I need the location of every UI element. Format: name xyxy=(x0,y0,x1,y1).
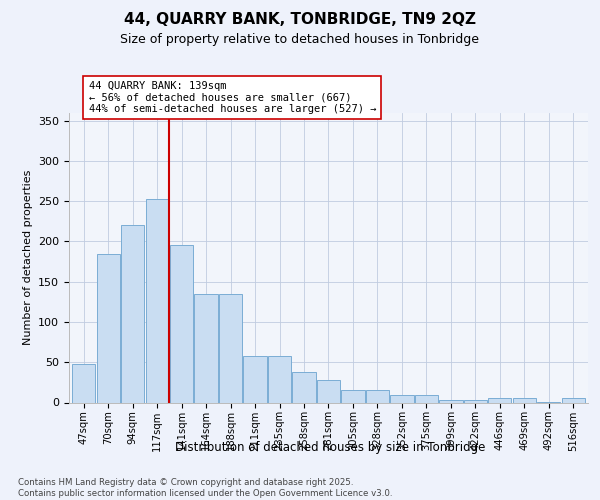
Bar xyxy=(415,395,438,402)
Bar xyxy=(513,398,536,402)
Text: Contains HM Land Registry data © Crown copyright and database right 2025.
Contai: Contains HM Land Registry data © Crown c… xyxy=(18,478,392,498)
Text: 44 QUARRY BANK: 139sqm
← 56% of detached houses are smaller (667)
44% of semi-de: 44 QUARRY BANK: 139sqm ← 56% of detached… xyxy=(89,81,376,114)
Bar xyxy=(121,226,144,402)
Y-axis label: Number of detached properties: Number of detached properties xyxy=(23,170,32,345)
Bar xyxy=(244,356,266,403)
Bar xyxy=(72,364,95,403)
Bar xyxy=(146,198,169,402)
Bar xyxy=(219,294,242,403)
Bar xyxy=(268,356,291,403)
Bar xyxy=(194,294,218,403)
Bar xyxy=(562,398,585,402)
Bar xyxy=(341,390,365,402)
Bar xyxy=(292,372,316,402)
Bar xyxy=(97,254,120,402)
Bar xyxy=(464,400,487,402)
Bar xyxy=(488,398,511,402)
Bar xyxy=(366,390,389,402)
Bar xyxy=(317,380,340,402)
Bar xyxy=(391,395,413,402)
Bar xyxy=(439,400,463,402)
Text: Size of property relative to detached houses in Tonbridge: Size of property relative to detached ho… xyxy=(121,32,479,46)
Text: 44, QUARRY BANK, TONBRIDGE, TN9 2QZ: 44, QUARRY BANK, TONBRIDGE, TN9 2QZ xyxy=(124,12,476,28)
Bar xyxy=(170,246,193,402)
Text: Distribution of detached houses by size in Tonbridge: Distribution of detached houses by size … xyxy=(175,441,485,454)
